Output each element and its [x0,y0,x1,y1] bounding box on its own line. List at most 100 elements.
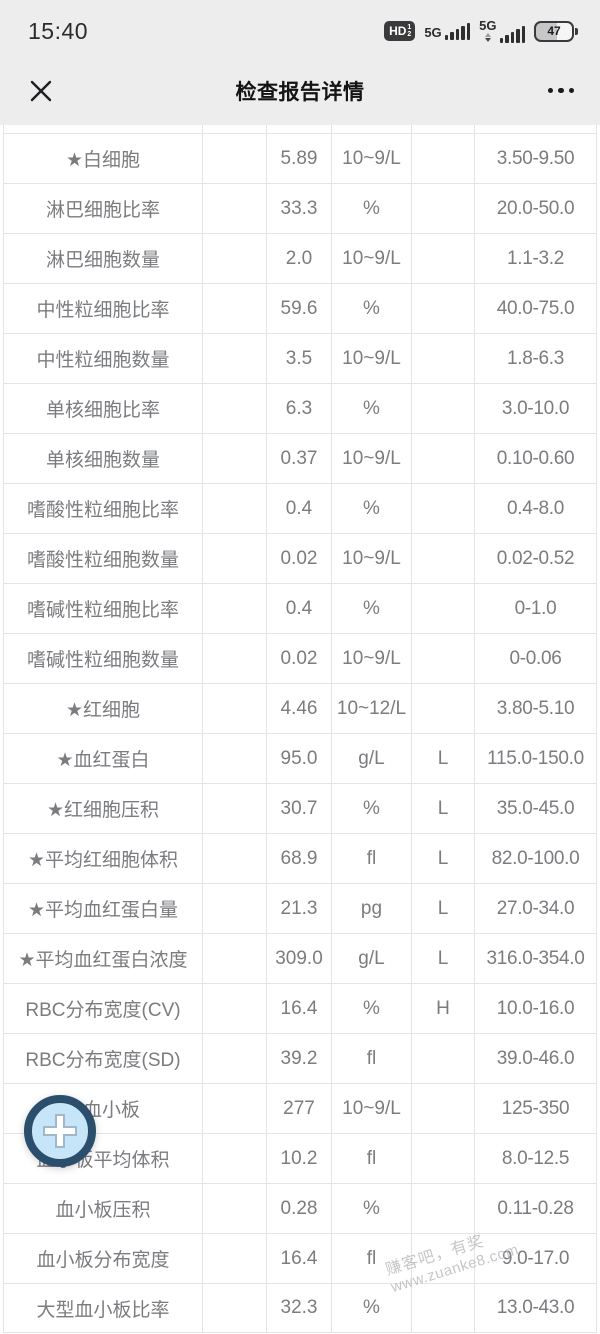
cell-flag: L [412,884,475,933]
cell-name: ★血红蛋白 [3,734,203,783]
table-row: 单核细胞比率 6.3% 3.0-10.0 [3,383,597,433]
cell-spacer [203,384,267,433]
add-report-button[interactable] [24,1095,96,1167]
table-row: ★平均红细胞体积 68.9 fl L 82.0-100.0 [3,833,597,883]
cell-unit: 10~9/L [332,234,412,283]
cell-name: ★红细胞 [3,684,203,733]
table-row: ★平均血红蛋白量 21.3 pg L 27.0-34.0 [3,883,597,933]
more-dots-icon [547,87,553,94]
cell-spacer [203,184,267,233]
cell-flag: L [412,734,475,783]
cell-unit: % [332,484,412,533]
cell-value: 30.7 [267,784,332,833]
cell-range: 0.4-8.0 [475,484,597,533]
cell-spacer [203,684,267,733]
cell-value: 95.0 [267,734,332,783]
cell-name: ★平均血红蛋白浓度 [3,934,203,983]
cell-flag [412,1184,475,1233]
cell-flag: L [412,834,475,883]
cell-range: 40.0-75.0 [475,284,597,333]
cell-name: 嗜碱性粒细胞数量 [3,634,203,683]
cell-spacer [203,1034,267,1083]
cell-name: 嗜酸性粒细胞数量 [3,534,203,583]
cell-value: 0.37 [267,434,332,483]
signal-sim1-icon: 5G [424,22,471,40]
cell-range: 35.0-45.0 [475,784,597,833]
cell-name: 大型血小板比率 [3,1284,203,1332]
cell-flag [412,334,475,383]
cell-spacer [203,734,267,783]
cell-range: 316.0-354.0 [475,934,597,983]
cell-value: 33.3 [267,184,332,233]
cell-spacer [203,334,267,383]
signal-bars-icon [444,22,471,40]
cell-unit: g/L [332,934,412,983]
cell-unit: 10~9/L [332,134,412,183]
battery-icon: 47 [534,20,578,42]
cell-name: 嗜碱性粒细胞比率 [3,584,203,633]
cell-value: 16.4 [267,1234,332,1283]
cell-flag [412,134,475,183]
cell-spacer [203,834,267,883]
cell-spacer [203,284,267,333]
cell-range: 0-0.06 [475,634,597,683]
cell-range: 125-350 [475,1084,597,1133]
cell-value: 39.2 [267,1034,332,1083]
cell-flag [412,1034,475,1083]
cell-name: 血小板压积 [3,1184,203,1233]
table-row: 大型血小板比率 32.3% 13.0-43.0 [3,1283,597,1333]
table-row: 淋巴细胞比率 33.3% 20.0-50.0 [3,183,597,233]
cell-flag [412,534,475,583]
cell-flag: H [412,984,475,1033]
table-row: 中性粒细胞数量 3.5 10~9/L 1.8-6.3 [3,333,597,383]
cell-range: 0-1.0 [475,584,597,633]
cell-value: 68.9 [267,834,332,883]
cell-unit: % [332,284,412,333]
cell-range: 9.0-17.0 [475,1234,597,1283]
cell-unit: 10~9/L [332,1084,412,1133]
cell-spacer [203,884,267,933]
cell-name: RBC分布宽度(CV) [3,984,203,1033]
close-button[interactable] [26,76,56,106]
cell-spacer [203,134,267,183]
cell-name: 中性粒细胞比率 [3,284,203,333]
cell-range: 1.1-3.2 [475,234,597,283]
cell-value: 0.28 [267,1184,332,1233]
table-row: 单核细胞数量 0.37 10~9/L 0.10-0.60 [3,433,597,483]
cell-spacer [203,234,267,283]
cell-range: 115.0-150.0 [475,734,597,783]
cell-spacer [203,1134,267,1183]
cell-name: ★平均红细胞体积 [3,834,203,883]
table-row: 血小板分布宽度 16.4 fl 9.0-17.0 [3,1233,597,1283]
cell-name: 嗜酸性粒细胞比率 [3,484,203,533]
cell-unit: fl [332,1234,412,1283]
table-row: ★血小板 277 10~9/L 125-350 [3,1083,597,1133]
cell-spacer [203,1184,267,1233]
more-button[interactable] [547,76,574,106]
cell-flag [412,1134,475,1183]
cell-flag [412,284,475,333]
volte-hd-icon: HD 1 2 [384,21,416,41]
cell-range: 3.50-9.50 [475,134,597,183]
cell-name: RBC分布宽度(SD) [3,1034,203,1083]
cell-value: 32.3 [267,1284,332,1332]
table-row: 嗜酸性粒细胞数量 0.02 10~9/L 0.02-0.52 [3,533,597,583]
cell-flag [412,234,475,283]
cell-spacer [203,434,267,483]
table-row: 嗜碱性粒细胞比率 0.4% 0-1.0 [3,583,597,633]
cell-flag [412,434,475,483]
cell-range: 1.8-6.3 [475,334,597,383]
cell-unit: 10~9/L [332,534,412,583]
table-row: RBC分布宽度(CV) 16.4% H 10.0-16.0 [3,983,597,1033]
cell-flag [412,184,475,233]
cell-value: 309.0 [267,934,332,983]
cell-unit: fl [332,1034,412,1083]
cell-flag [412,634,475,683]
cell-flag: L [412,934,475,983]
table-row: ★白细胞 5.89 10~9/L 3.50-9.50 [3,133,597,183]
cell-unit: 10~9/L [332,334,412,383]
cell-unit: 10~12/L [332,684,412,733]
cell-unit: 10~9/L [332,434,412,483]
cell-unit: % [332,1184,412,1233]
table-row: 中性粒细胞比率 59.6% 40.0-75.0 [3,283,597,333]
